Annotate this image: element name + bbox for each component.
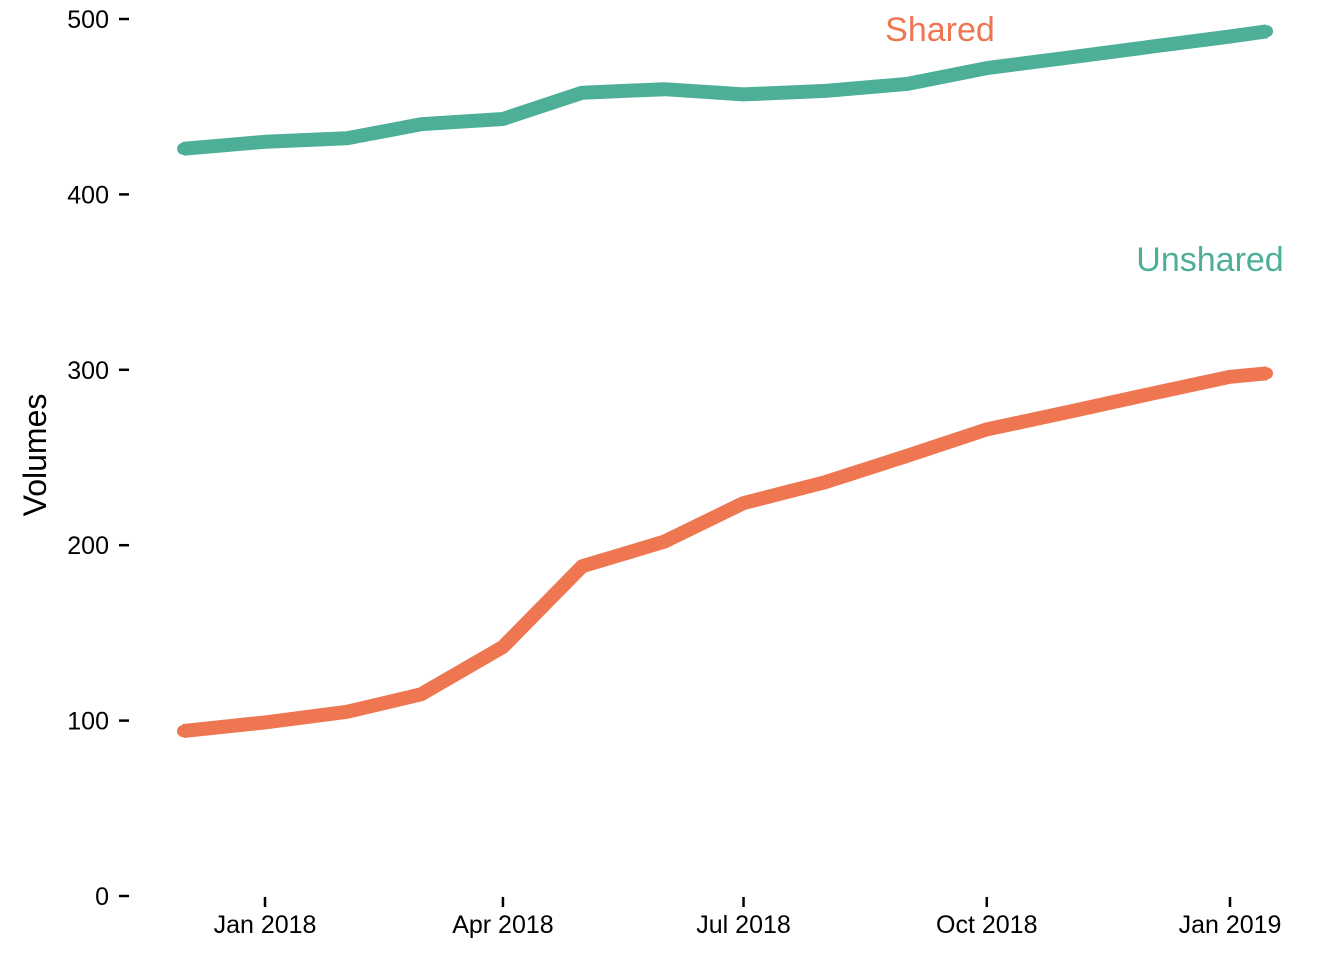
series-end-point [1261,25,1274,38]
series-lines [177,24,1274,739]
y-tick-label: 0 [95,883,109,911]
series-end-point [177,142,190,155]
y-axis-title: Volumes [17,394,53,517]
x-tick-label: Jul 2018 [696,911,791,939]
y-axis: 0 100 200 300 400 500 [67,6,129,911]
x-tick-label: Jan 2019 [1179,911,1282,939]
y-tick-label: 500 [67,6,109,34]
x-axis: Jan 2018 Apr 2018 Jul 2018 Oct 2018 Jan 2019 [214,897,1282,939]
x-tick-label: Oct 2018 [936,911,1037,939]
x-tick-label: Jan 2018 [214,911,317,939]
series-label-unshared: Unshared [1136,241,1283,279]
y-tick-label: 200 [67,532,109,560]
series-line-shared [182,366,1268,739]
x-tick-label: Apr 2018 [452,911,553,939]
series-end-point [177,725,190,738]
series-end-point [1261,367,1274,380]
y-tick-label: 300 [67,357,109,385]
series-line-unshared [182,24,1268,156]
y-tick-label: 100 [67,708,109,736]
series-label-shared: Shared [885,11,995,49]
y-tick-label: 400 [67,181,109,209]
series-labels: Unshared Shared [885,11,1284,279]
